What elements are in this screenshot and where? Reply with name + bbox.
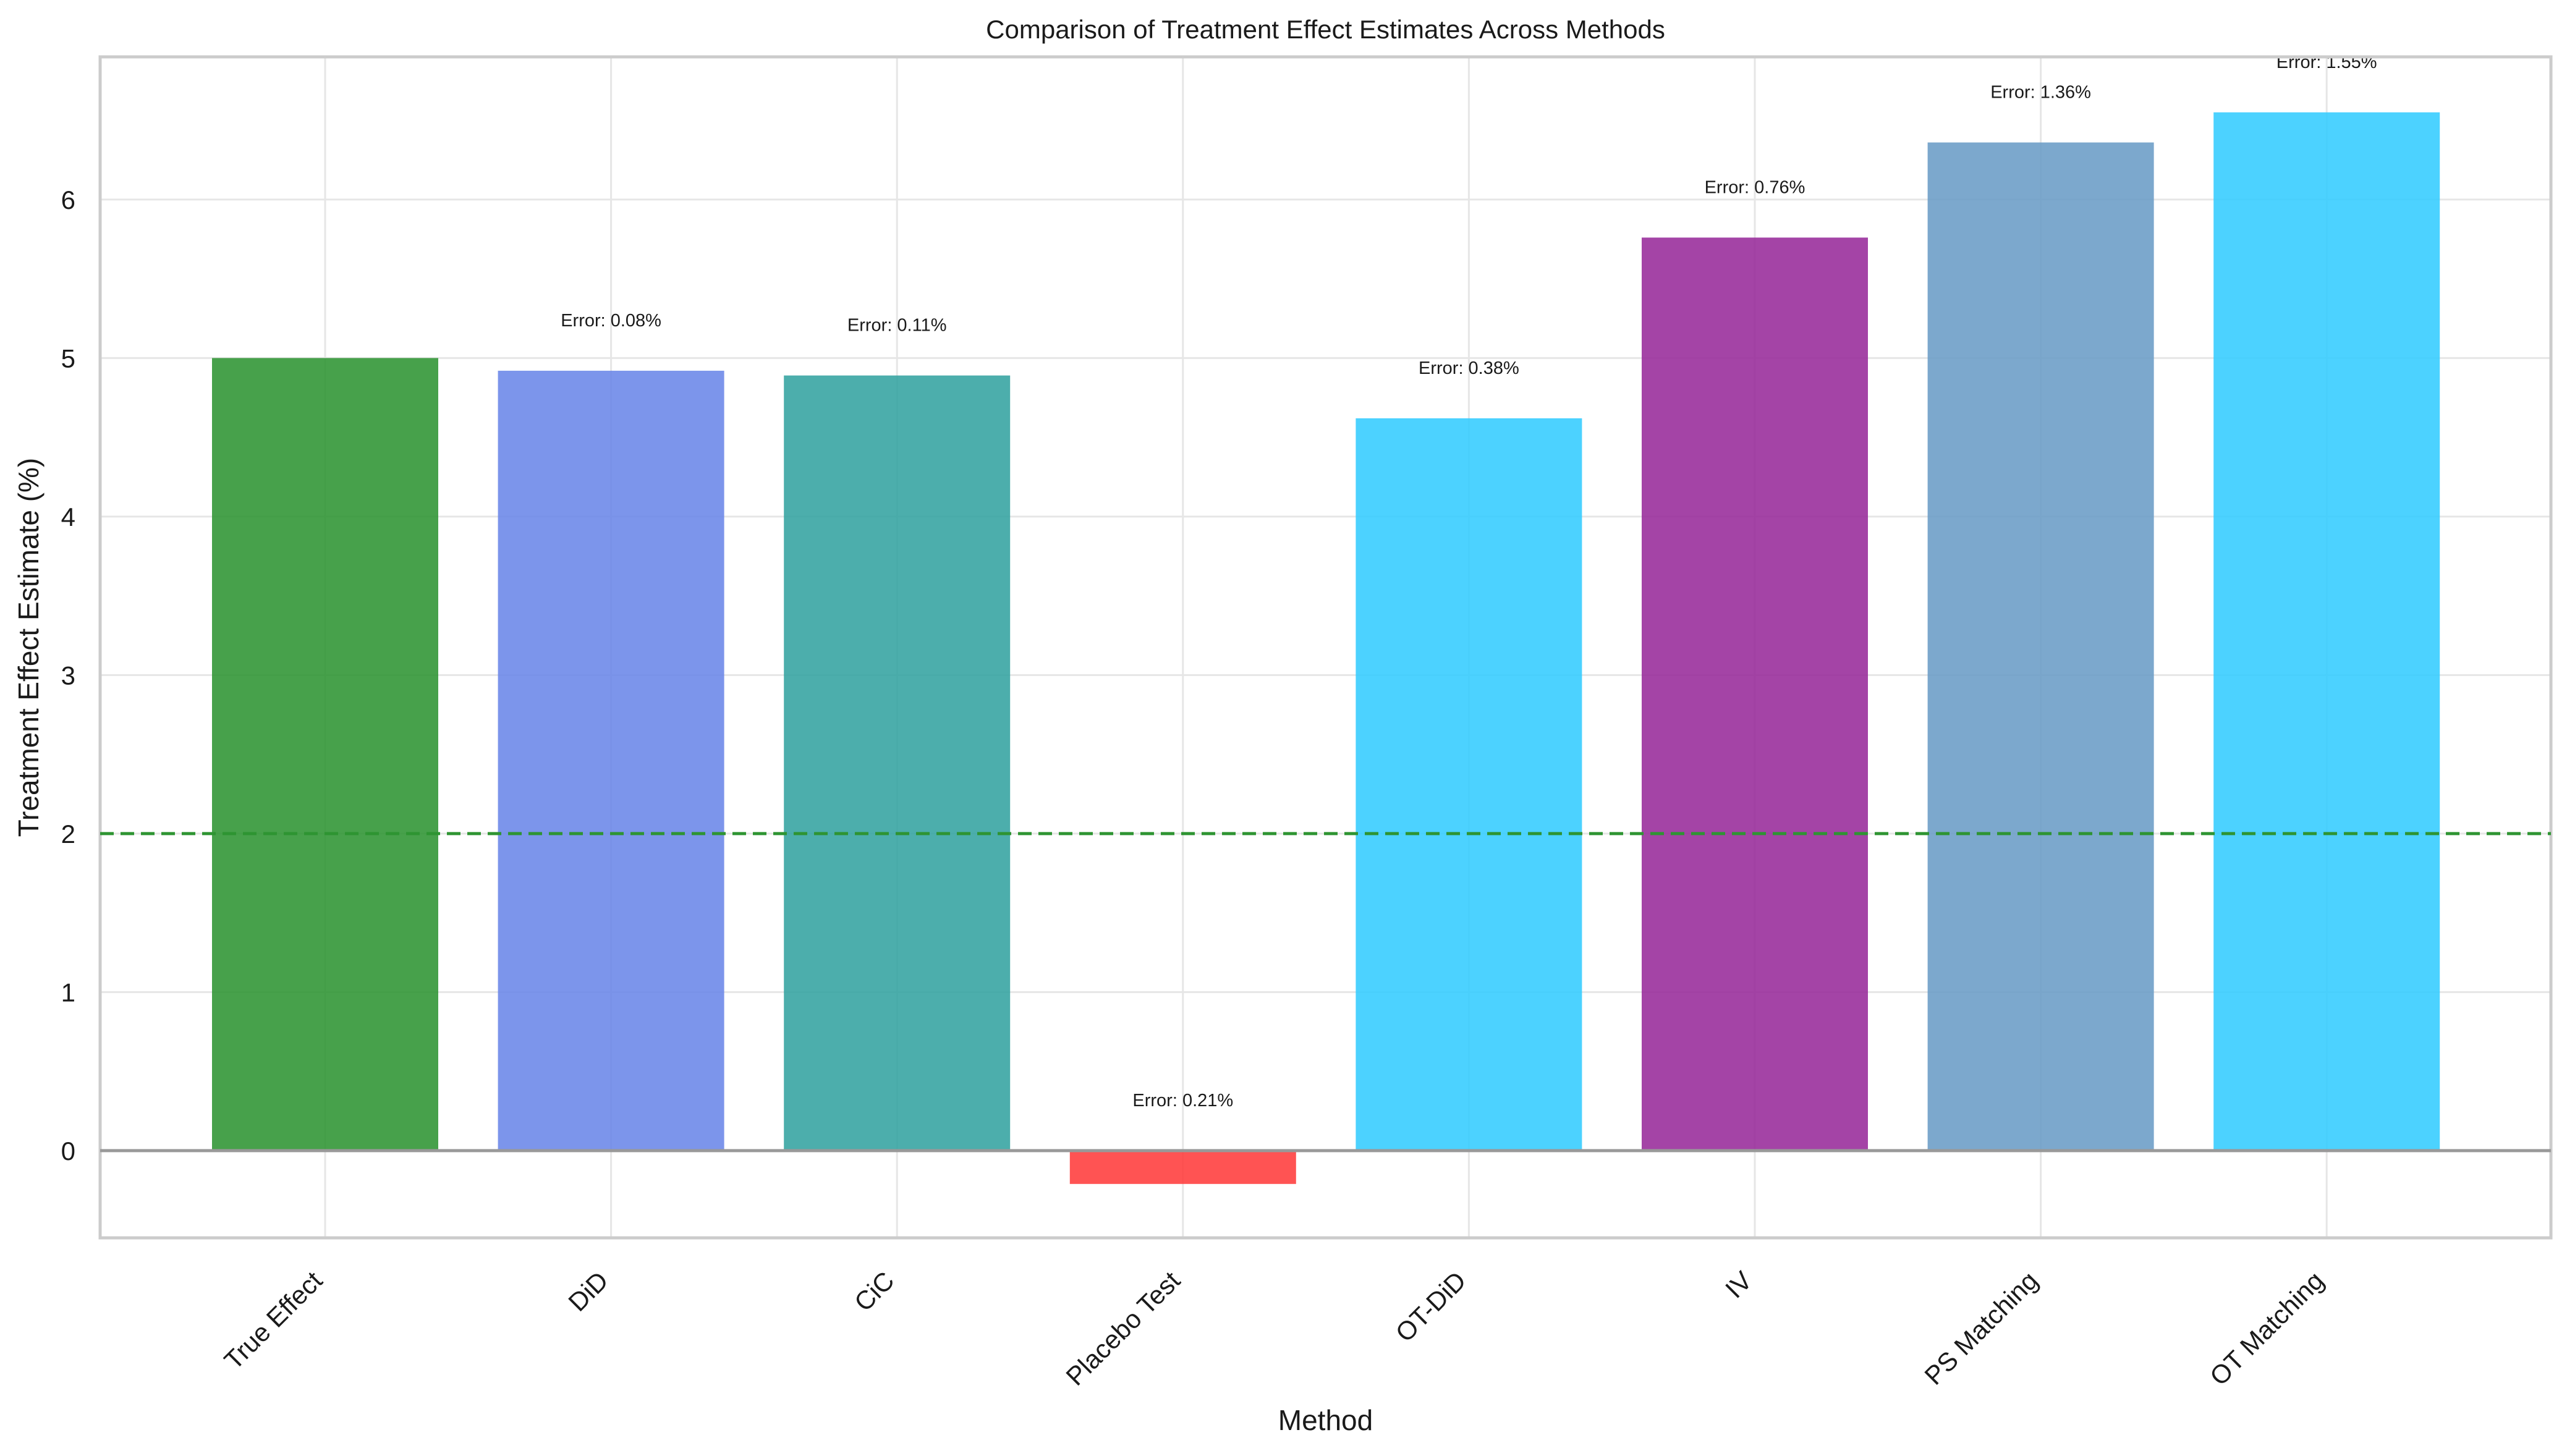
bar-placebo-test: [1069, 1150, 1296, 1184]
plot-frame: [98, 55, 2553, 1240]
y-tick-label: 2: [61, 819, 75, 849]
y-tick-label: 1: [61, 978, 75, 1007]
y-tick-labels: 0 1 2 3 4 5 6: [61, 185, 75, 1166]
y-tick-label: 0: [61, 1136, 75, 1166]
bar-annotation: Error: 0.21%: [1132, 1091, 1233, 1111]
bar-annotation: Error: 0.38%: [1419, 358, 1519, 378]
y-tick-label: 6: [61, 185, 75, 214]
bar-true-effect: [212, 358, 438, 1151]
bar-annotation: Error: 0.08%: [561, 311, 661, 331]
chart-title: Comparison of Treatment Effect Estimates…: [986, 15, 1665, 44]
bar-annotation: Error: 1.36%: [1990, 83, 2091, 103]
bar-annotation: Error: 0.11%: [847, 316, 947, 336]
y-axis-label: Treatment Effect Estimate (%): [12, 458, 45, 837]
x-axis-label: Method: [1278, 1404, 1373, 1436]
bars: [212, 112, 2440, 1184]
bar-iv: [1642, 237, 1868, 1151]
bar-ot-matching: [2213, 112, 2440, 1151]
bar-ps-matching: [1927, 142, 2154, 1151]
bar-ot-did: [1356, 418, 1582, 1151]
bar-did: [498, 370, 724, 1151]
y-tick-label: 3: [61, 661, 75, 690]
y-tick-label: 5: [61, 344, 75, 373]
y-tick-label: 4: [61, 502, 75, 531]
bar-cic: [784, 375, 1011, 1151]
reference-lines: [100, 832, 2551, 1153]
bar-annotation: Error: 0.76%: [1705, 177, 1805, 197]
